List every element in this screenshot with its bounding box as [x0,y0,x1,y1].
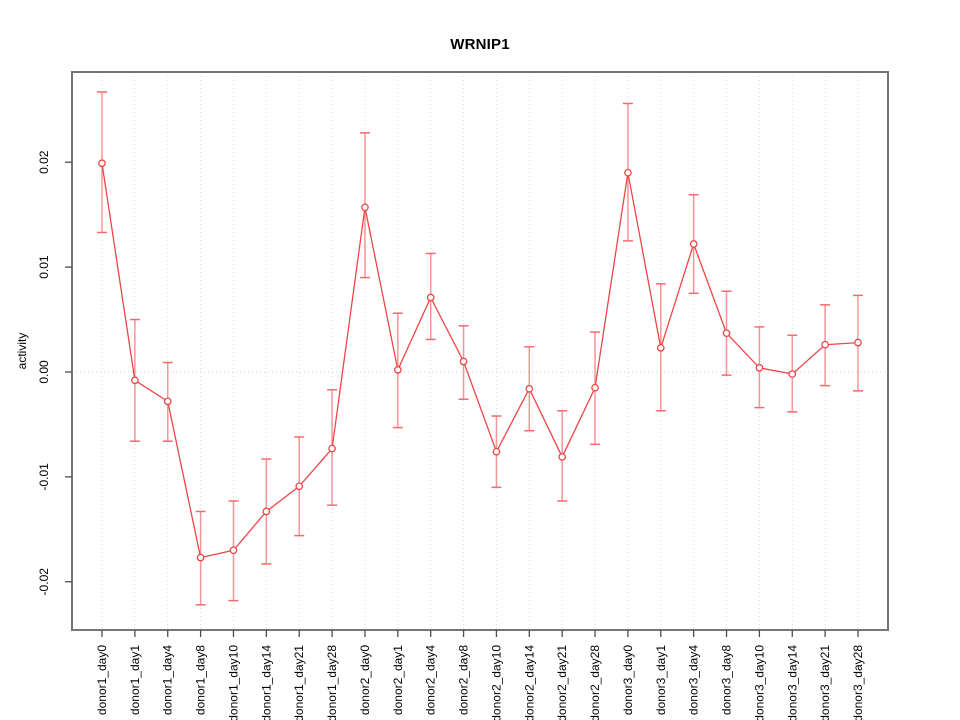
x-tick-label: donor1_day14 [259,645,273,720]
y-tick-label: -0.02 [37,568,51,596]
data-point [328,444,336,453]
y-tick-label: 0.02 [37,150,51,174]
series-line [101,163,859,559]
x-tick-label: donor3_day4 [687,645,701,715]
data-point [525,384,534,393]
data-point [426,293,435,302]
x-tick-label: donor2_day21 [555,645,569,720]
x-tick-label: donor2_day8 [457,645,471,715]
x-tick-label: donor1_day21 [292,645,306,720]
x-tick-label: donor2_day4 [424,645,438,715]
data-point [788,370,797,378]
x-tick-label: donor1_day4 [161,645,175,715]
x-tick-label: donor1_day8 [194,645,208,715]
data-point [492,447,501,456]
x-tick-label: donor3_day0 [621,645,635,715]
y-tick-label: 0.01 [37,255,51,279]
x-tick-label: donor2_day28 [588,645,602,720]
data-point [755,363,764,372]
y-axis-label: activity [15,333,29,370]
data-point [689,240,698,248]
data-point [591,383,599,392]
data-point [163,397,172,406]
data-point [196,553,205,562]
data-point [821,340,829,349]
y-tick-label: -0.01 [37,463,51,491]
x-tick-label: donor1_day10 [226,645,240,720]
x-tick-label: donor3_day28 [851,645,865,720]
x-tick-label: donor3_day10 [752,645,766,720]
x-tick-label: donor1_day0 [95,645,109,715]
x-tick-label: donor2_day0 [358,645,372,715]
y-tick-label: 0.00 [37,360,51,384]
data-point [393,366,402,374]
x-tick-label: donor3_day8 [720,645,734,715]
data-point [98,159,106,168]
x-tick-label: donor2_day10 [489,645,503,720]
x-tick-label: donor3_day14 [785,645,799,720]
plot-frame [71,71,889,631]
data-point [295,482,304,491]
data-point [131,376,139,385]
data-point [656,344,665,352]
data-point [459,357,468,366]
data-point [361,203,369,212]
x-tick-label: donor1_day1 [128,645,142,715]
data-point [262,507,271,516]
x-tick-label: donor1_day28 [325,645,339,720]
data-point [624,168,632,177]
data-point [558,453,567,461]
x-tick-label: donor2_day14 [522,645,536,720]
data-point [854,338,862,347]
x-tick-label: donor3_day21 [818,645,832,720]
x-tick-label: donor2_day1 [391,645,405,715]
data-point [722,329,731,338]
x-tick-label: donor3_day1 [654,645,668,715]
chart-title: WRNIP1 [450,36,510,53]
data-point [229,546,238,555]
